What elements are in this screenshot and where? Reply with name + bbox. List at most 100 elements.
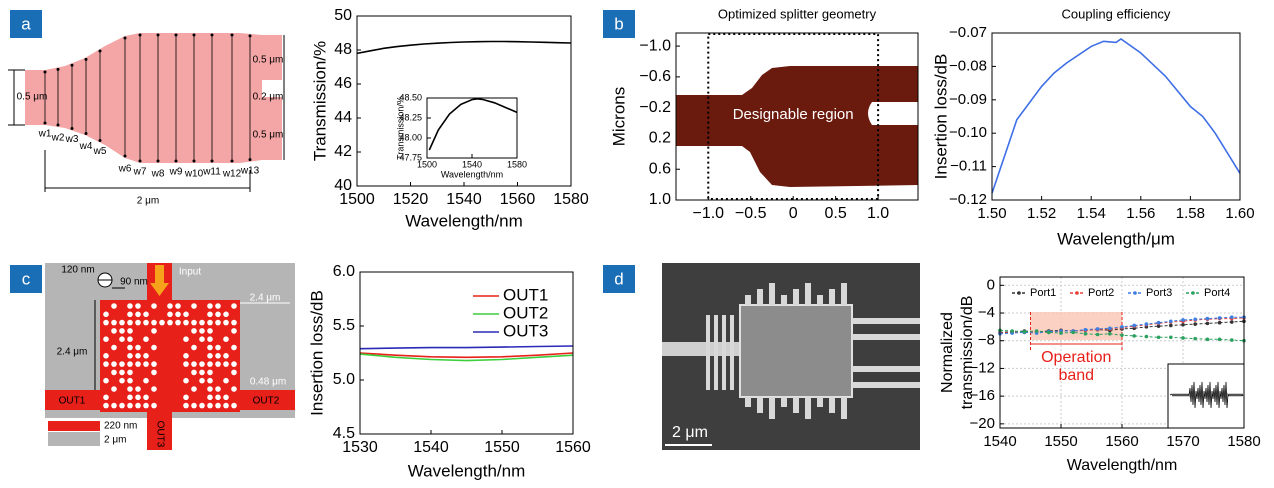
hole [127, 386, 133, 392]
data-point [1205, 337, 1210, 342]
hole [135, 311, 141, 318]
series-line [991, 38, 1241, 194]
width-arrow [123, 154, 127, 158]
sem-tooth [757, 289, 763, 305]
data-point [1108, 331, 1112, 336]
sem-tooth [829, 289, 835, 305]
hole [111, 386, 117, 392]
data-point [1108, 326, 1112, 331]
panel-badge [603, 10, 635, 38]
y-tick-label: 46 [334, 75, 352, 92]
hole [119, 328, 125, 334]
hole [215, 303, 221, 309]
width-arrow [98, 49, 102, 53]
sem-bar [706, 315, 710, 390]
band-label: band [1058, 367, 1094, 384]
data-point [1230, 315, 1234, 319]
width-arrow [84, 57, 88, 61]
hole [231, 386, 237, 392]
data-point [1047, 330, 1051, 335]
legend-label: OUT2 [503, 303, 548, 322]
hole [223, 319, 229, 326]
y-tick-label: 0.6 [649, 160, 671, 177]
data-point [1120, 333, 1124, 337]
width-arrow [56, 123, 60, 127]
width-arrow [70, 63, 74, 67]
data-point [1071, 330, 1075, 335]
y-tick-label: 48.00 [399, 132, 422, 142]
hole [207, 344, 213, 351]
legend-marker [1017, 291, 1021, 295]
hole [167, 319, 173, 326]
y-axis-label: Insertion loss/dB [307, 290, 326, 416]
hole [191, 319, 197, 326]
sem-output [852, 334, 920, 340]
data-point [1022, 329, 1027, 334]
y-tick-label: −0.08 [949, 57, 987, 74]
x-tick-label: 1540 [462, 159, 482, 169]
hole [103, 394, 109, 401]
legend-marker [1133, 291, 1137, 295]
width-label: w9 [169, 167, 183, 178]
hole [151, 344, 157, 351]
data-point [1193, 336, 1197, 341]
y-tick-label: 47.75 [399, 152, 422, 162]
width-label: w5 [93, 146, 107, 157]
y-tick-label: 50 [334, 7, 352, 24]
x-tick-label: 1550 [484, 439, 520, 456]
sem-tooth [781, 295, 787, 305]
x-tick-label: 1560 [500, 191, 536, 208]
dim-label: 0.5 μm [253, 130, 284, 141]
data-point [1132, 334, 1136, 338]
legend-label: Port3 [1146, 287, 1172, 299]
dim-label: 2 μm [137, 196, 159, 207]
data-point [1193, 322, 1197, 326]
hole [223, 336, 229, 343]
hole [111, 402, 117, 409]
hole [183, 377, 189, 384]
dim-label: 0.2 μm [253, 92, 284, 103]
width-label: w12 [222, 169, 242, 180]
hole [207, 303, 213, 309]
width-label: w13 [240, 165, 260, 176]
dim-label: 2.4 μm [250, 293, 281, 304]
data-point [1181, 336, 1185, 340]
port-label: Input [179, 267, 201, 278]
y-tick-label: 48.25 [399, 112, 422, 122]
hole [215, 353, 221, 359]
hole [119, 319, 125, 326]
panel-badge [10, 10, 42, 38]
x-axis-label: Wavelength/nm [441, 169, 503, 179]
sem-output [852, 366, 920, 372]
hole [231, 402, 237, 409]
dim-label: 0.5 μm [253, 55, 284, 66]
data-point [1095, 327, 1100, 331]
sem-tooth [757, 397, 763, 413]
hole [143, 353, 149, 359]
y-tick-label: 4.5 [333, 425, 355, 442]
sem-tooth [745, 295, 751, 305]
hole [135, 344, 141, 351]
data-point [1230, 320, 1234, 324]
hole [215, 394, 221, 401]
hole [207, 319, 213, 326]
legend-marker [1075, 291, 1079, 295]
scale-label: 2 μm [672, 424, 708, 441]
hole [207, 377, 213, 384]
sem-output [852, 318, 920, 324]
plot-area [427, 98, 517, 158]
hole [119, 361, 125, 367]
hole [199, 377, 205, 384]
hole [143, 361, 149, 367]
width-arrow [210, 33, 214, 37]
dim-label: 0.48 μm [250, 377, 286, 388]
sem-tooth [769, 397, 775, 419]
hole [231, 303, 237, 309]
hole [151, 402, 157, 409]
hole [207, 402, 213, 409]
hole [103, 336, 109, 343]
data-point [1156, 320, 1161, 325]
series-line [356, 40, 572, 55]
splitter-geometry [676, 66, 918, 187]
hole [143, 311, 149, 318]
